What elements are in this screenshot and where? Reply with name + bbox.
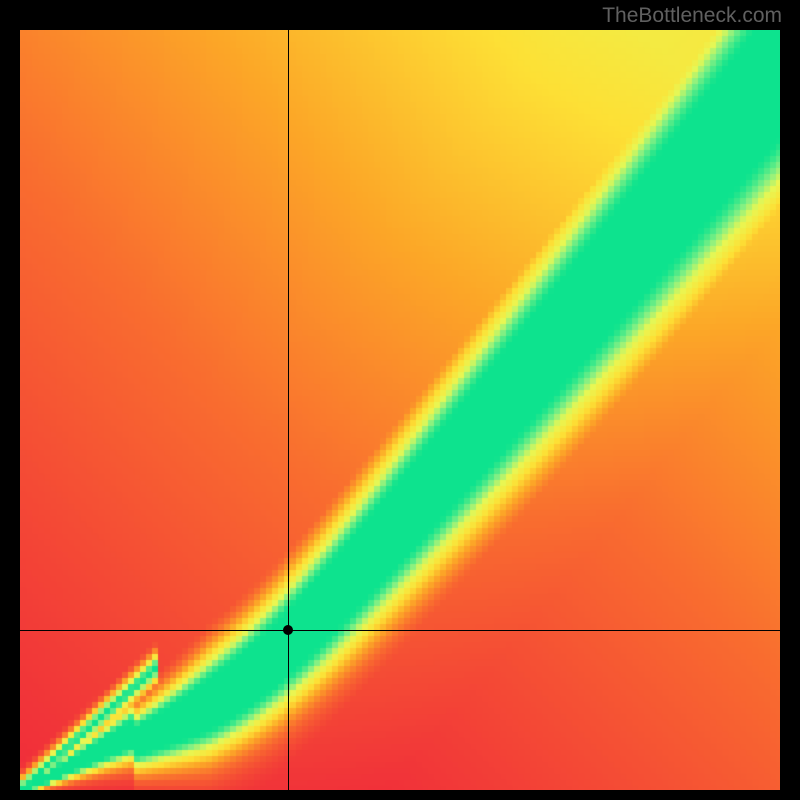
heatmap-canvas: [20, 30, 780, 790]
watermark-label: TheBottleneck.com: [602, 4, 782, 28]
chart-container: TheBottleneck.com: [0, 0, 800, 800]
crosshair-horizontal: [20, 630, 780, 631]
crosshair-vertical: [288, 30, 289, 790]
crosshair-marker: [283, 625, 293, 635]
